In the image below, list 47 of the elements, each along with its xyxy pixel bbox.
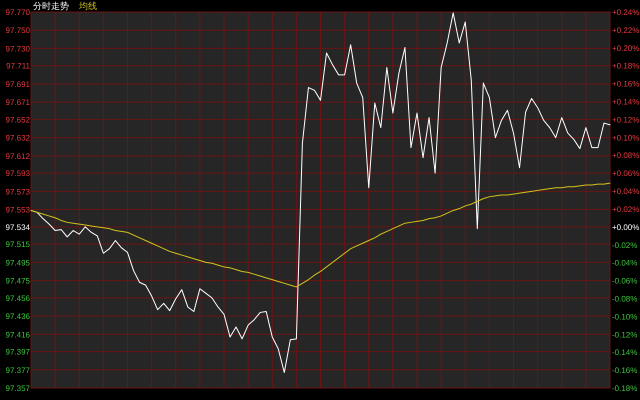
y-tick-label: 97.671 [6,98,31,108]
line-series [30,182,610,288]
y-tick-label: 97.357 [6,384,31,393]
y2-tick-label: +0.04% [612,187,640,196]
y-tick-label: 97.495 [6,258,31,268]
y2-tick-label: +0.02% [612,204,640,214]
y2-tick-label: -0.14% [612,348,638,358]
y2-tick-label: -0.18% [612,384,638,393]
y2-tick-label: -0.04% [612,258,638,268]
y-tick-label: 97.553 [6,206,31,215]
y-tick-label: 97.515 [6,240,31,250]
y2-tick-label: +0.00% [612,222,640,232]
y2-tick-label: +0.12% [612,115,640,124]
y-tick-label: 97.475 [6,276,31,286]
y-tick-label: 97.770 [6,8,31,17]
y2-tick-label: +0.10% [612,133,640,142]
y2-tick-label: +0.24% [612,8,640,17]
y-tick-label: 97.573 [6,187,31,196]
y-tick-label: 97.691 [6,80,31,89]
y2-tick-label: -0.12% [612,330,638,340]
y-tick-label: 97.456 [6,294,31,303]
y2-tick-label: +0.14% [612,98,640,107]
y2-tick-label: +0.06% [612,169,640,178]
y-tick-label: 97.436 [6,312,31,322]
y-tick-label: 97.632 [6,134,31,143]
y2-tick-label: +0.22% [612,26,640,35]
y-tick-label: 97.534 [6,222,31,232]
y2-tick-label: +0.20% [612,44,640,53]
y2-tick-label: +0.08% [612,151,640,160]
y-tick-label: 97.377 [6,366,31,375]
y2-tick-label: -0.02% [612,240,638,250]
y-tick-label: 97.612 [6,152,31,161]
y2-tick-label: -0.16% [612,366,638,376]
y-tick-label: 97.397 [6,348,31,357]
y-tick-label: 97.652 [6,115,31,124]
y2-tick-label: -0.06% [612,276,638,286]
y-tick-label: 97.730 [6,44,31,54]
y2-tick-label: -0.08% [612,294,638,304]
y-tick-label: 97.416 [6,330,31,340]
y2-tick-label: +0.16% [612,80,640,89]
y-tick-label: 97.711 [6,62,31,71]
y-tick-label: 97.593 [6,169,31,178]
y-tick-label: 97.750 [6,26,31,36]
y2-tick-label: -0.10% [612,312,638,322]
y2-tick-label: +0.18% [612,62,640,71]
text: 均线 [78,1,97,12]
text: 分时走势 [33,1,69,12]
